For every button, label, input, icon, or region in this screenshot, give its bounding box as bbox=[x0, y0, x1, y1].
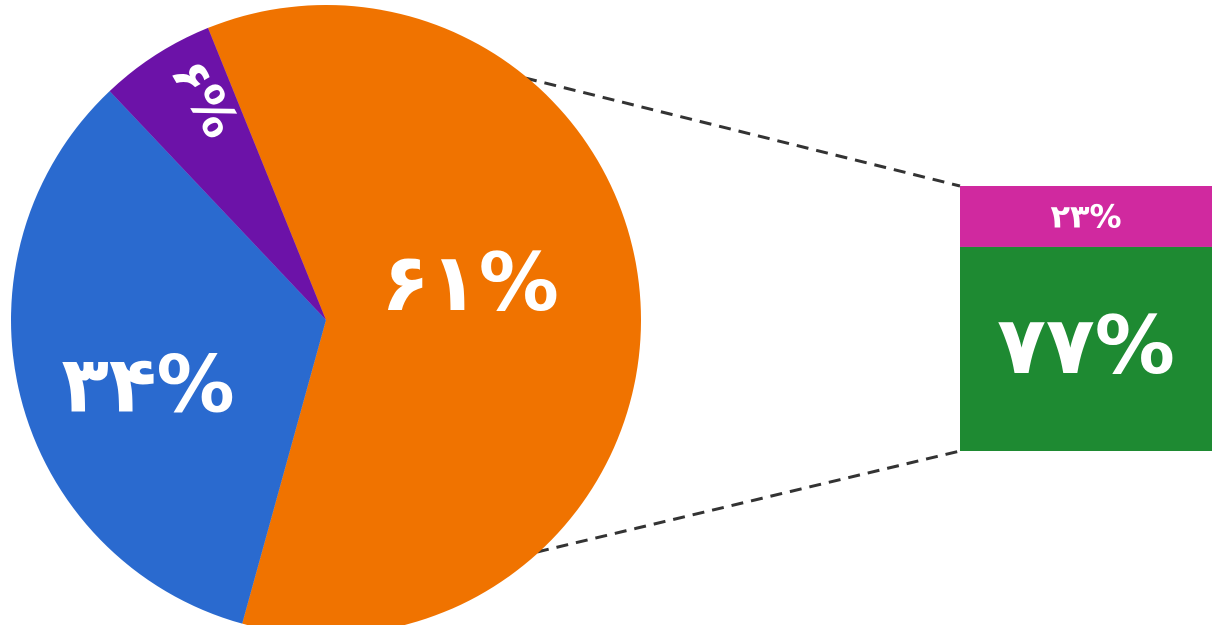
connector-lines bbox=[524, 76, 961, 554]
bar-labels: ۲۳% ۷۷% bbox=[997, 197, 1175, 391]
connector-line-top bbox=[524, 76, 961, 188]
pie-chart bbox=[10, 5, 641, 625]
pie-slice-34-label: ۳۴% bbox=[61, 340, 234, 430]
bar-segment-77-label: ۷۷% bbox=[997, 299, 1175, 392]
bar-segment-23-label: ۲۳% bbox=[1050, 197, 1121, 235]
pie-slice-61-label: ۶۱% bbox=[381, 236, 559, 329]
stacked-bar bbox=[960, 186, 1212, 451]
bar-segment-23 bbox=[960, 186, 1212, 247]
pie-slice-6 bbox=[109, 27, 327, 321]
connector-line-bottom bbox=[536, 449, 961, 554]
bar-segment-77 bbox=[960, 246, 1212, 451]
pie-slice-61 bbox=[207, 5, 641, 625]
pie-slice-34 bbox=[10, 91, 326, 624]
